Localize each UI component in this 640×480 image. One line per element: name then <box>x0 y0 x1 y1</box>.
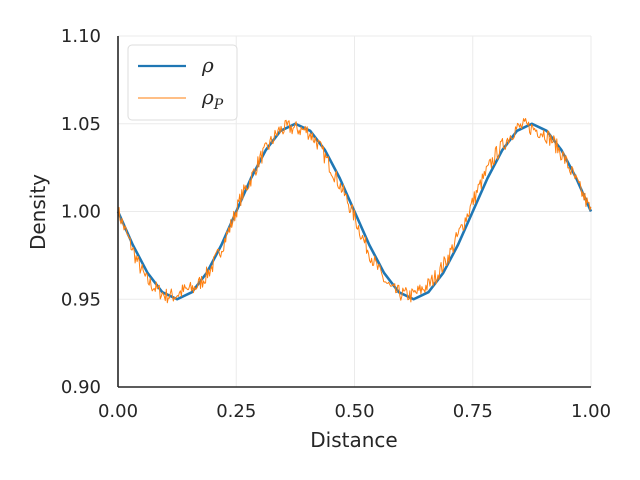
legend-label-rho: ρ <box>201 53 214 77</box>
y-tick-label: 0.90 <box>61 377 101 398</box>
x-tick-label: 0.25 <box>216 401 256 422</box>
y-axis-title: Density <box>26 174 50 250</box>
x-tick-label: 0.75 <box>453 401 493 422</box>
legend-box <box>127 44 238 121</box>
x-tick-label: 1.00 <box>571 401 611 422</box>
legend: ρ ρP <box>127 44 238 121</box>
x-axis-title: Distance <box>310 428 397 452</box>
y-tick-label: 1.00 <box>61 202 101 223</box>
y-tick-label: 1.10 <box>61 26 101 47</box>
series-lines <box>116 118 593 304</box>
y-tick-label: 1.05 <box>61 114 101 135</box>
axes <box>117 36 591 388</box>
legend-label-rho-p: ρP <box>201 85 224 113</box>
series-rho-p-line <box>117 118 592 304</box>
tick-labels: 0.00 0.25 0.50 0.75 1.00 0.90 0.95 1.00 1.05 1.10 <box>61 26 611 422</box>
x-tick-label: 0.00 <box>98 401 138 422</box>
x-tick-label: 0.50 <box>334 401 374 422</box>
y-tick-label: 0.95 <box>61 289 101 310</box>
